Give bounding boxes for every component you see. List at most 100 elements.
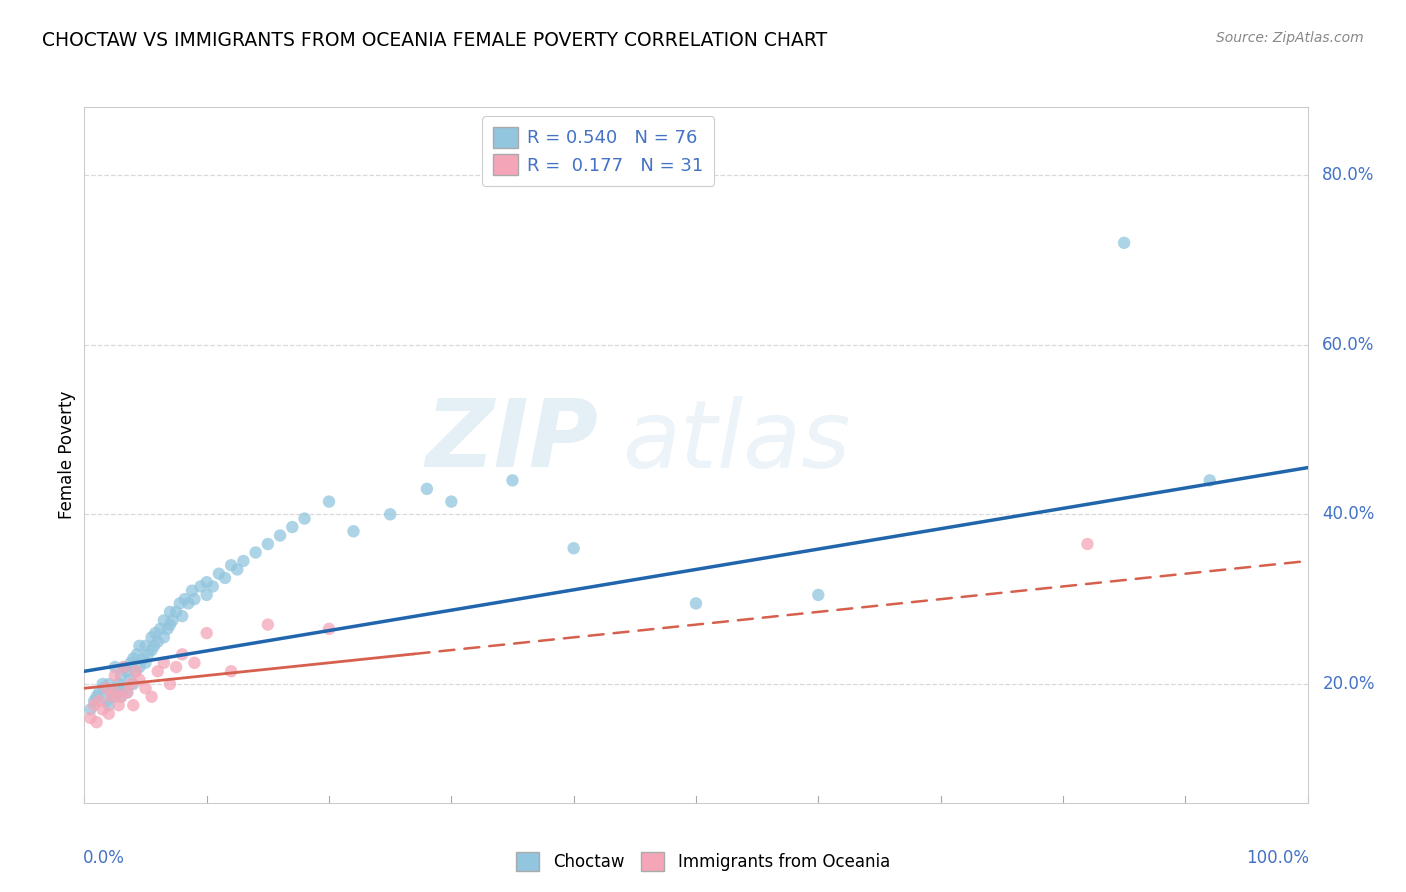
- Point: [146, 665, 169, 679]
- Point: [110, 690, 132, 704]
- Point: [141, 631, 163, 645]
- Text: 0.0%: 0.0%: [83, 849, 125, 867]
- Y-axis label: Female Poverty: Female Poverty: [58, 391, 76, 519]
- Point: [143, 626, 166, 640]
- Point: [104, 660, 127, 674]
- Point: [120, 656, 142, 670]
- Point: [104, 685, 127, 699]
- Point: [135, 639, 157, 653]
- Point: [118, 673, 141, 687]
- Point: [1076, 537, 1098, 551]
- Point: [97, 677, 120, 691]
- Point: [165, 605, 187, 619]
- Point: [281, 520, 304, 534]
- Point: [183, 592, 205, 607]
- Point: [201, 579, 224, 593]
- Point: [135, 656, 157, 670]
- Point: [132, 651, 155, 665]
- Point: [122, 677, 145, 691]
- Point: [136, 648, 159, 662]
- Point: [96, 681, 118, 696]
- Point: [104, 690, 127, 704]
- Point: [91, 702, 114, 716]
- Point: [128, 639, 150, 653]
- Point: [416, 482, 439, 496]
- Text: ZIP: ZIP: [425, 395, 598, 487]
- Point: [214, 571, 236, 585]
- Point: [153, 631, 176, 645]
- Point: [269, 528, 291, 542]
- Point: [112, 681, 135, 696]
- Text: CHOCTAW VS IMMIGRANTS FROM OCEANIA FEMALE POVERTY CORRELATION CHART: CHOCTAW VS IMMIGRANTS FROM OCEANIA FEMAL…: [42, 31, 827, 50]
- Point: [195, 588, 218, 602]
- Text: atlas: atlas: [623, 395, 851, 486]
- Point: [318, 494, 340, 508]
- Point: [115, 665, 138, 679]
- Point: [1114, 235, 1136, 250]
- Legend: Choctaw, Immigrants from Oceania: Choctaw, Immigrants from Oceania: [508, 843, 898, 880]
- Point: [169, 596, 191, 610]
- Point: [562, 541, 585, 556]
- Point: [114, 660, 136, 674]
- Point: [141, 643, 163, 657]
- Point: [190, 579, 212, 593]
- Point: [183, 656, 205, 670]
- Point: [107, 698, 129, 713]
- Point: [143, 639, 166, 653]
- Point: [97, 698, 120, 713]
- Point: [86, 715, 108, 730]
- Point: [162, 613, 184, 627]
- Point: [79, 711, 101, 725]
- Point: [173, 592, 195, 607]
- Point: [115, 685, 138, 699]
- Point: [122, 698, 145, 713]
- Point: [165, 660, 187, 674]
- Point: [135, 681, 157, 696]
- Point: [115, 685, 138, 699]
- Point: [181, 583, 204, 598]
- Point: [83, 698, 105, 713]
- Point: [380, 508, 402, 522]
- Point: [342, 524, 364, 539]
- Point: [97, 706, 120, 721]
- Point: [172, 609, 194, 624]
- Point: [125, 665, 148, 679]
- Point: [122, 651, 145, 665]
- Point: [96, 694, 118, 708]
- Point: [104, 668, 127, 682]
- Point: [219, 558, 242, 573]
- Point: [257, 617, 280, 632]
- Text: Source: ZipAtlas.com: Source: ZipAtlas.com: [1216, 31, 1364, 45]
- Point: [156, 622, 179, 636]
- Point: [110, 690, 132, 704]
- Point: [232, 554, 254, 568]
- Point: [87, 694, 110, 708]
- Point: [219, 665, 242, 679]
- Point: [110, 668, 132, 682]
- Point: [100, 685, 122, 699]
- Point: [125, 665, 148, 679]
- Point: [128, 673, 150, 687]
- Point: [100, 690, 122, 704]
- Point: [141, 690, 163, 704]
- Legend: R = 0.540   N = 76, R =  0.177   N = 31: R = 0.540 N = 76, R = 0.177 N = 31: [482, 116, 714, 186]
- Point: [195, 626, 218, 640]
- Text: 40.0%: 40.0%: [1322, 505, 1375, 524]
- Text: 100.0%: 100.0%: [1246, 849, 1309, 867]
- Point: [112, 660, 135, 674]
- Point: [685, 596, 707, 610]
- Point: [159, 617, 181, 632]
- Point: [226, 562, 249, 576]
- Point: [208, 566, 231, 581]
- Text: 80.0%: 80.0%: [1322, 166, 1375, 184]
- Point: [128, 660, 150, 674]
- Point: [257, 537, 280, 551]
- Point: [107, 681, 129, 696]
- Point: [79, 702, 101, 716]
- Point: [195, 575, 218, 590]
- Point: [177, 596, 200, 610]
- Point: [87, 685, 110, 699]
- Point: [149, 622, 172, 636]
- Text: 60.0%: 60.0%: [1322, 335, 1375, 353]
- Point: [501, 474, 523, 488]
